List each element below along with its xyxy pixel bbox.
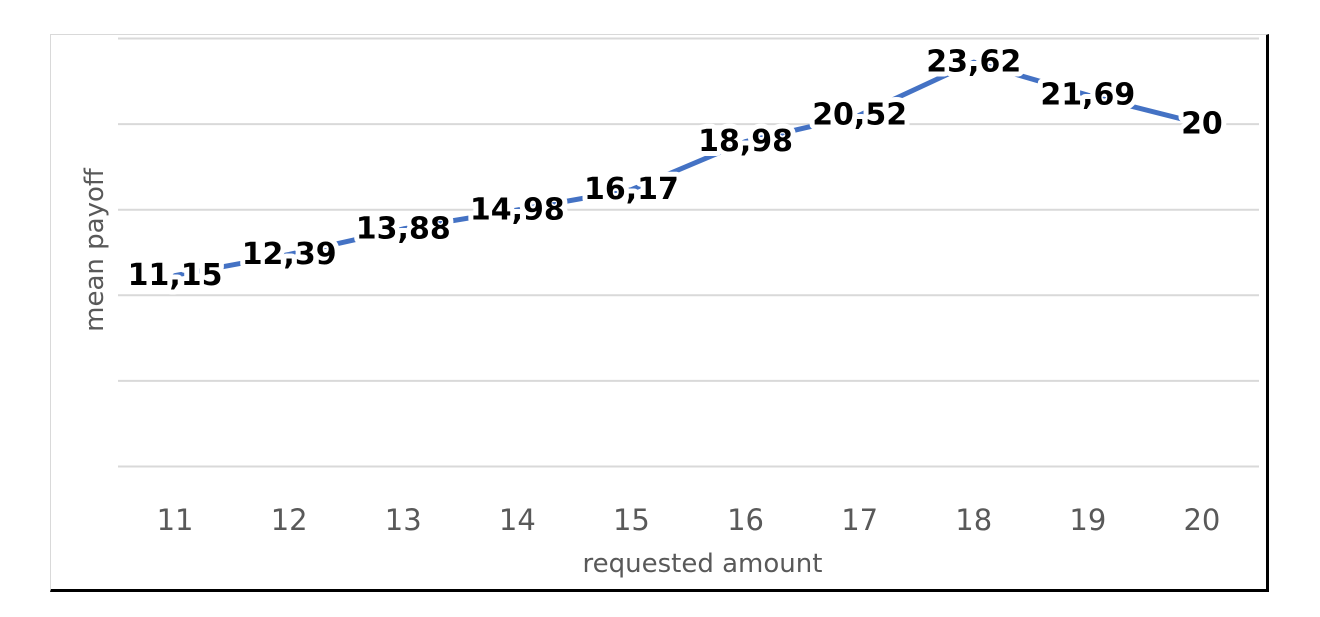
data-labels: 11,15 12,39 13,88 14,98 16,17 18,98 20,52 23,62…: [123, 40, 1228, 298]
data-label-11: 11,15: [128, 258, 223, 293]
x-tick-label-19: 19: [1069, 503, 1106, 537]
data-label-14: 14,98: [470, 193, 565, 228]
data-label-19: 21,69: [1040, 78, 1135, 113]
series-line-group: [172, 59, 1205, 279]
data-label-15: 16,17: [584, 172, 679, 207]
data-label-18: 23,62: [926, 45, 1021, 80]
x-tick-label-16: 16: [727, 503, 764, 537]
line-chart: 11,15 12,39 13,88 14,98 16,17 18,98 20,52 23,62…: [80, 37, 1259, 579]
data-label-13: 13,88: [356, 211, 451, 246]
x-tick-label-15: 15: [613, 503, 650, 537]
x-axis-title: requested amount: [583, 549, 823, 579]
x-tick-label-14: 14: [499, 503, 536, 537]
chart-frame: 11,15 12,39 13,88 14,98 16,17 18,98 20,52 23,62…: [50, 34, 1269, 592]
x-tick-label-12: 12: [271, 503, 308, 537]
data-label-12: 12,39: [242, 237, 337, 272]
x-tick-label-20: 20: [1183, 503, 1220, 537]
x-tick-label-18: 18: [955, 503, 992, 537]
series-line: [172, 59, 1205, 279]
data-label-16: 18,98: [698, 124, 793, 159]
data-label-17: 20,52: [812, 98, 907, 133]
x-axis-tick-labels: 11 12 13 14 15 16 17 18 19 20: [157, 503, 1221, 537]
gridlines: [118, 37, 1259, 468]
y-axis-title: mean payoff: [80, 167, 110, 332]
x-tick-label-11: 11: [157, 503, 194, 537]
data-label-20: 20: [1181, 107, 1223, 142]
x-tick-label-13: 13: [385, 503, 422, 537]
x-tick-label-17: 17: [841, 503, 878, 537]
